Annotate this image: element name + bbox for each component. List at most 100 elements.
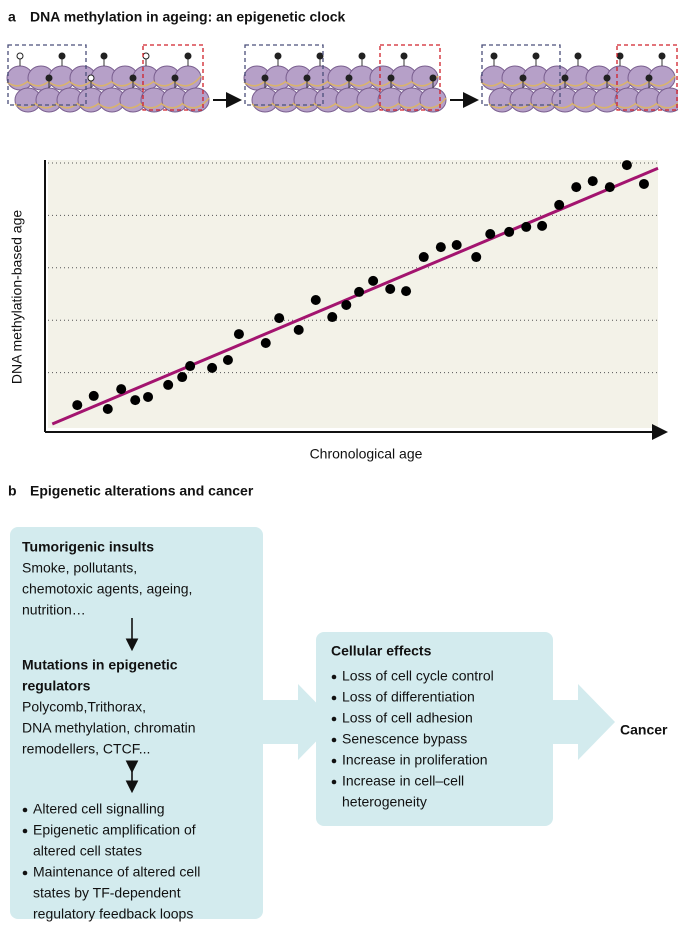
methyl xyxy=(491,53,497,59)
point xyxy=(554,200,564,210)
bullet-text: heterogeneity xyxy=(342,794,427,810)
bullet xyxy=(23,829,28,834)
point xyxy=(116,384,126,394)
methyl xyxy=(101,53,107,59)
point xyxy=(368,276,378,286)
point xyxy=(471,252,481,262)
text-line: chemotoxic agents, ageing, xyxy=(22,581,192,597)
methyl xyxy=(172,75,178,81)
methyl xyxy=(143,53,149,59)
methyl xyxy=(562,75,568,81)
nucleosome xyxy=(420,88,446,112)
methyl xyxy=(575,53,581,59)
point xyxy=(234,329,244,339)
text-line: nutrition… xyxy=(22,602,86,618)
methyl xyxy=(604,75,610,81)
point xyxy=(207,363,217,373)
methyl xyxy=(533,53,539,59)
bullet-text: Increase in proliferation xyxy=(342,752,488,768)
point xyxy=(185,361,195,371)
panel-label: a xyxy=(8,9,16,25)
methyl xyxy=(317,53,323,59)
bullet xyxy=(23,808,28,813)
point xyxy=(436,242,446,252)
flow-arrow xyxy=(548,684,615,760)
bullet xyxy=(332,738,337,743)
point xyxy=(130,395,140,405)
figure: a DNA methylation in ageing: an epigenet… xyxy=(0,0,678,933)
text-line: Smoke, pollutants, xyxy=(22,560,137,576)
bullet xyxy=(23,871,28,876)
point xyxy=(588,176,598,186)
methyl xyxy=(346,75,352,81)
point xyxy=(311,295,321,305)
point xyxy=(622,160,632,170)
point xyxy=(177,372,187,382)
methyl xyxy=(388,75,394,81)
methyl xyxy=(401,53,407,59)
bullet xyxy=(332,675,337,680)
methyl xyxy=(46,75,52,81)
methyl xyxy=(359,53,365,59)
point xyxy=(521,222,531,232)
point xyxy=(223,355,233,365)
point xyxy=(274,313,284,323)
bullet xyxy=(332,759,337,764)
nucleosome xyxy=(183,88,209,112)
y-axis-label: DNA methylation-based age xyxy=(9,210,25,385)
x-axis-label: Chronological age xyxy=(310,446,423,462)
methyl xyxy=(88,75,94,81)
text-line: remodellers, CTCF... xyxy=(22,741,150,757)
heading: Mutations in epigenetic xyxy=(22,657,178,673)
methyl xyxy=(262,75,268,81)
bullet-text: Senescence bypass xyxy=(342,731,467,747)
bullet-text: Loss of cell cycle control xyxy=(342,668,494,684)
point xyxy=(294,325,304,335)
heading: regulators xyxy=(22,678,91,694)
bullet xyxy=(332,780,337,785)
point xyxy=(452,240,462,250)
point xyxy=(401,286,411,296)
point xyxy=(504,227,514,237)
point xyxy=(385,284,395,294)
methyl xyxy=(275,53,281,59)
heading: Tumorigenic insults xyxy=(22,539,154,555)
bullet-text: Loss of cell adhesion xyxy=(342,710,473,726)
point xyxy=(103,404,113,414)
point xyxy=(354,287,364,297)
text-line: Polycomb,Trithorax, xyxy=(22,699,146,715)
point xyxy=(327,312,337,322)
nucleosome xyxy=(649,66,675,90)
point xyxy=(485,229,495,239)
nucleosome xyxy=(175,66,201,90)
bullet-text: altered cell states xyxy=(33,843,142,859)
bullet xyxy=(332,696,337,701)
point xyxy=(341,300,351,310)
bullet-text: Maintenance of altered cell xyxy=(33,864,200,880)
panel-title: DNA methylation in ageing: an epigenetic… xyxy=(30,9,346,25)
methyl xyxy=(17,53,23,59)
bullet-text: Epigenetic amplification of xyxy=(33,822,196,838)
nucleosome-illustration xyxy=(7,45,678,112)
bullet xyxy=(332,717,337,722)
methyl xyxy=(617,53,623,59)
point xyxy=(571,182,581,192)
point xyxy=(639,179,649,189)
methyl xyxy=(520,75,526,81)
methyl xyxy=(646,75,652,81)
point xyxy=(89,391,99,401)
panel-title: Epigenetic alterations and cancer xyxy=(30,483,254,499)
point xyxy=(163,380,173,390)
output-label: Cancer xyxy=(620,722,668,738)
methyl xyxy=(659,53,665,59)
point xyxy=(261,338,271,348)
bullet-text: Altered cell signalling xyxy=(33,801,165,817)
methyl xyxy=(185,53,191,59)
point xyxy=(143,392,153,402)
point xyxy=(419,252,429,262)
methyl xyxy=(59,53,65,59)
bullet-text: Loss of differentiation xyxy=(342,689,475,705)
methyl xyxy=(130,75,136,81)
methyl xyxy=(430,75,436,81)
point xyxy=(537,221,547,231)
